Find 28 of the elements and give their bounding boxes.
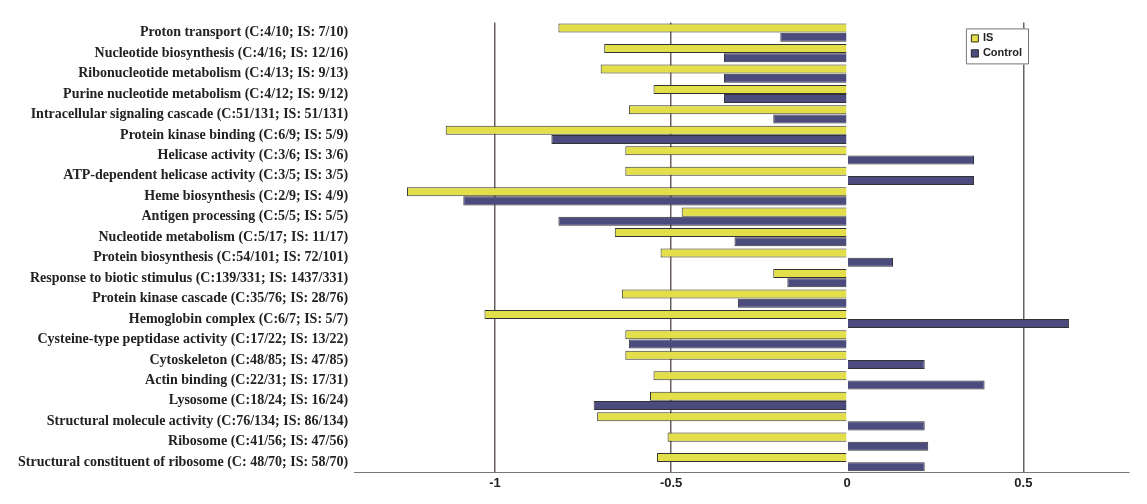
x-tick-label: 0 <box>843 474 851 490</box>
legend-label: Control <box>982 46 1023 59</box>
y-tick-label: Intracellular signaling cascade (C:51/131; IS: 51/131) <box>30 106 349 123</box>
y-tick-label: Structural molecule activity (C:76/134; IS: 86/134) <box>46 412 349 429</box>
y-tick-label: Cytoskeleton (C:48/85; IS: 47/85) <box>149 351 349 368</box>
y-tick-label: Heme biosynthesis (C:2/9; IS: 4/9) <box>144 187 349 204</box>
y-tick-label: Protein kinase binding (C:6/9; IS: 5/9) <box>120 126 349 143</box>
y-tick-label: Protein kinase cascade (C:35/76; IS: 28/76) <box>92 290 349 307</box>
y-tick-label: Proton transport (C:4/10; IS: 7/10) <box>139 24 349 41</box>
y-tick-label: Nucleotide metabolism (C:5/17; IS: 11/17) <box>98 228 349 245</box>
y-tick-label: Helicase activity (C:3/6; IS: 3/6) <box>157 146 349 163</box>
y-tick-label: Ribosome (C:41/56; IS: 47/56) <box>168 433 349 450</box>
y-tick-label: Nucleotide biosynthesis (C:4/16; IS: 12/16) <box>94 44 349 61</box>
y-tick-label: Protein biosynthesis (C:54/101; IS: 72/101) <box>93 249 349 266</box>
y-tick-label: Response to biotic stimulus (C:139/331; IS: 1437/331) <box>30 269 349 286</box>
y-tick-label: Purine nucleotide metabolism (C:4/12; IS: 9/12) <box>63 85 349 102</box>
y-tick-label: Antigen processing (C:5/5; IS: 5/5) <box>141 208 349 225</box>
x-tick-label: -1 <box>489 474 501 490</box>
x-tick-label: 0.5 <box>1014 474 1033 490</box>
y-tick-label: Lysosome (C:18/24; IS: 16/24) <box>168 392 349 409</box>
x-tick-label: -0.5 <box>659 474 683 490</box>
y-tick-label: ATP-dependent helicase activity (C:3/5; IS: 3/5) <box>63 167 349 184</box>
y-tick-label: Cysteine-type peptidase activity (C:17/22; IS: 13/22) <box>37 331 349 348</box>
legend-label: IS <box>982 31 994 44</box>
y-tick-label: Hemoglobin complex (C:6/7; IS: 5/7) <box>128 310 349 327</box>
y-tick-label: Actin binding (C:22/31; IS: 17/31) <box>145 371 349 388</box>
y-tick-label: Ribonucleotide metabolism (C:4/13; IS: 9/13) <box>78 65 349 82</box>
y-tick-label: Structural constituent of ribosome (C: 48/70; IS: 58/70) <box>17 453 349 470</box>
